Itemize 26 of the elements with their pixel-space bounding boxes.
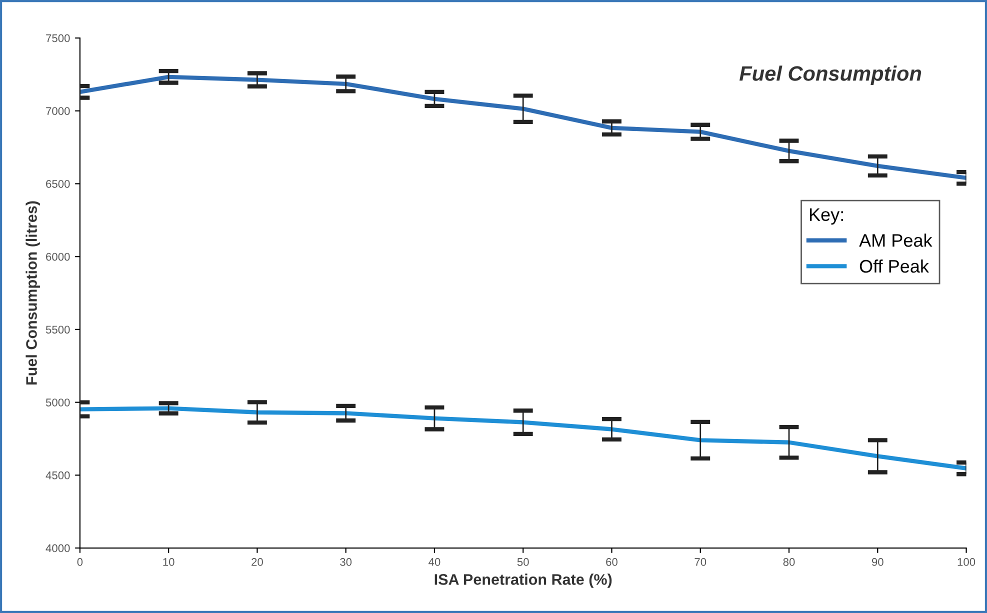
line-series: [80, 406, 966, 470]
x-tick-label: 10: [163, 558, 174, 566]
y-axis-title: Fuel Consumption (litres): [26, 201, 40, 384]
y-tick-label: 4500: [46, 471, 70, 480]
x-tick-label: 60: [606, 558, 618, 566]
x-tick-label: 50: [517, 558, 529, 566]
x-tick-label: 0: [77, 558, 83, 566]
legend-label: Off Peak: [860, 259, 929, 273]
x-tick-label: 70: [694, 558, 706, 566]
x-tick-label: 100: [958, 558, 976, 566]
x-tick-label: 90: [872, 558, 884, 566]
x-tick-label: 80: [783, 558, 795, 566]
x-tick-label: 30: [340, 558, 352, 566]
legend-title: Key:: [810, 208, 843, 225]
y-tick-label: 6500: [46, 180, 70, 188]
y-tick-label: 5000: [46, 398, 70, 406]
y-tick-label: 4000: [46, 544, 70, 552]
y-tick-label: 6000: [46, 252, 70, 261]
x-tick-label: 40: [428, 558, 440, 566]
x-axis-title: ISA Penetration Rate (%): [434, 574, 612, 588]
text: Fuel Consumption: [739, 66, 922, 85]
legend-label: AM Peak: [859, 234, 932, 247]
y-tick-label: 7500: [46, 34, 70, 42]
y-tick-label: 5500: [46, 326, 70, 334]
x-tick-label: 20: [252, 558, 263, 566]
y-tick-label: 7000: [46, 107, 70, 115]
